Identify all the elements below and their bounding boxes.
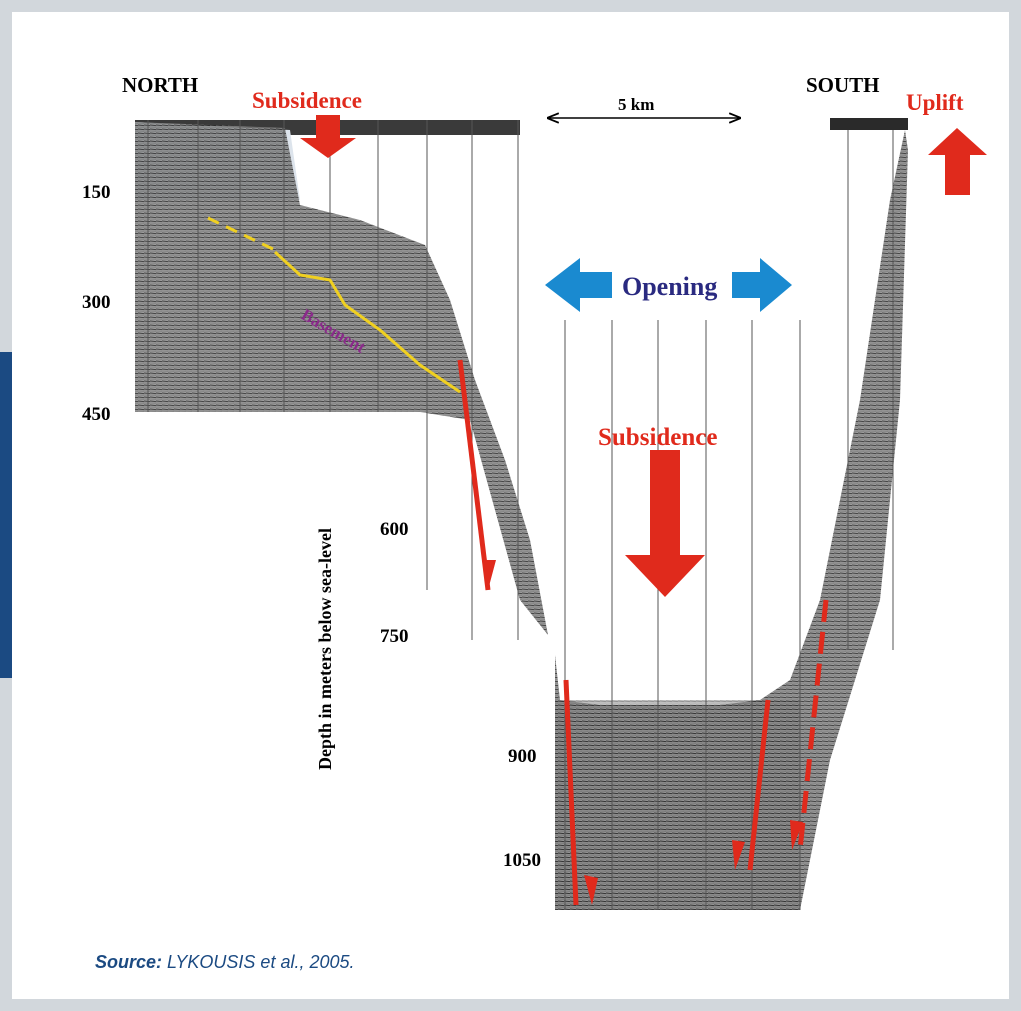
scale-label: 5 km bbox=[618, 95, 654, 114]
figure: NORTH SOUTH Subsidence Uplift 5 km Openi… bbox=[0, 0, 1021, 1011]
uplift-label: Uplift bbox=[906, 90, 964, 115]
depth-tick-label: 750 bbox=[380, 626, 409, 647]
south-label: SOUTH bbox=[806, 73, 880, 97]
source-text: LYKOUSIS et al., 2005. bbox=[167, 952, 354, 972]
depth-tick-label: 450 bbox=[82, 404, 111, 425]
source: Source: LYKOUSIS et al., 2005. bbox=[95, 952, 355, 972]
depth-axis-title: Depth in meters below sea-level bbox=[315, 528, 335, 770]
subsidence-label: Subsidence bbox=[252, 88, 362, 113]
depth-tick-label: 150 bbox=[82, 182, 111, 203]
basin-subsidence-label: Subsidence bbox=[598, 424, 717, 451]
depth-tick-label: 600 bbox=[380, 519, 409, 540]
north-label: NORTH bbox=[122, 73, 198, 97]
depth-tick-label: 300 bbox=[82, 292, 111, 313]
depth-tick-label: 900 bbox=[508, 746, 537, 767]
opening-label: Opening bbox=[622, 272, 717, 301]
side-bar bbox=[0, 352, 12, 678]
source-label: Source: bbox=[95, 952, 162, 972]
depth-tick-label: 1050 bbox=[503, 850, 541, 871]
